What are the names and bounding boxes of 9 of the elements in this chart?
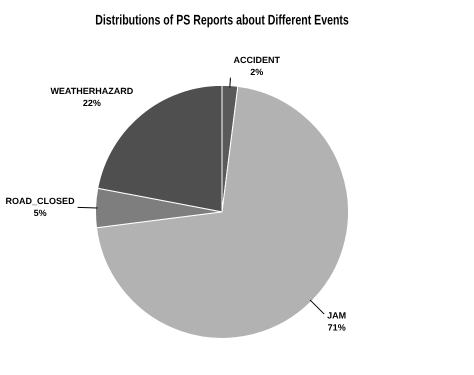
slice-label: WEATHERHAZARD	[50, 86, 134, 96]
slice-label: ACCIDENT	[233, 55, 280, 66]
data-label: 2%	[250, 67, 264, 78]
slice-label: JAM	[327, 310, 346, 321]
chart-title: Distributions of PS Reports about Different Events	[95, 12, 349, 28]
slice-label: ROAD_CLOSED	[6, 196, 76, 206]
data-label: 22%	[82, 98, 101, 108]
data-label: 71%	[328, 322, 346, 333]
data-label: 5%	[34, 208, 47, 218]
